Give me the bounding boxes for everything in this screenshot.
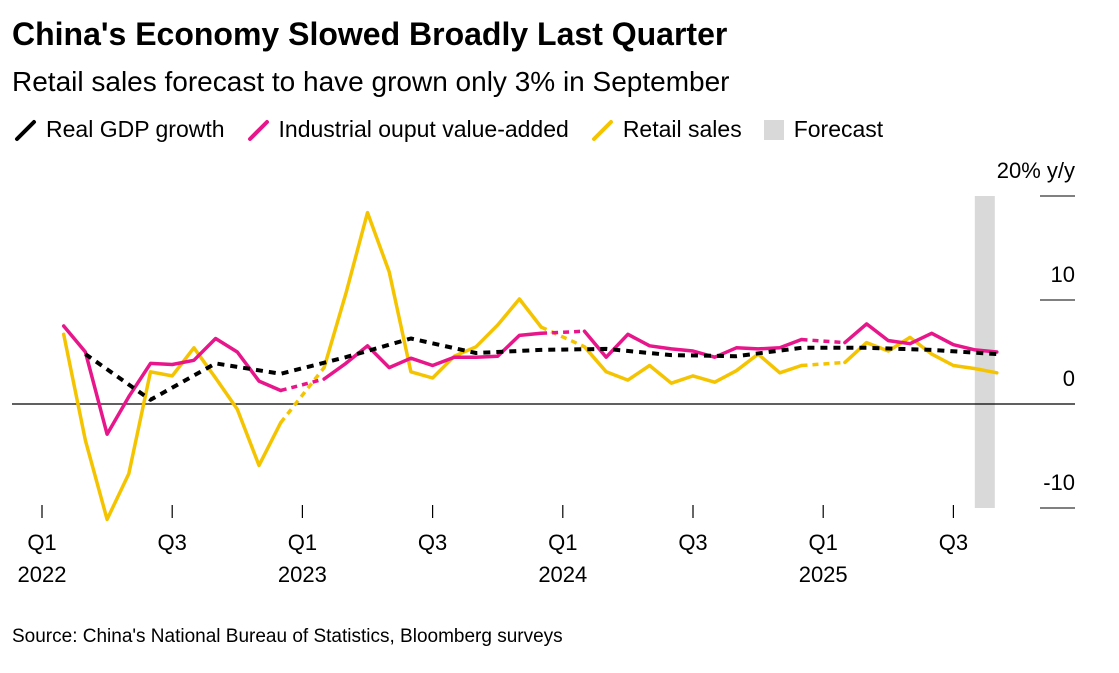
gap-bridge	[801, 337, 846, 345]
legend: Real GDP growth Industrial ouput value-ad…	[14, 116, 905, 143]
y-tick-label: 10	[1051, 262, 1075, 287]
source-note: Source: China's National Bureau of Stati…	[12, 626, 563, 647]
x-tick-label: Q3	[417, 530, 448, 555]
gap-bridge	[801, 360, 846, 368]
gap-bridge	[280, 377, 325, 393]
x-tick-label: Q3	[938, 530, 969, 555]
legend-item: Forecast	[763, 116, 884, 143]
legend-swatch	[591, 119, 613, 141]
legend-swatch	[15, 119, 36, 141]
x-tick-label: Q3	[678, 530, 708, 555]
legend-item: Real GDP growth	[14, 116, 225, 143]
y-tick-label: 0	[1063, 366, 1075, 391]
legend-swatch	[763, 119, 784, 140]
legend-icon	[247, 119, 269, 141]
x-tick-label: Q1 2024	[538, 530, 588, 587]
legend-icon	[591, 119, 613, 141]
x-tick-label: Q1 2025	[798, 530, 848, 587]
x-tick-label: Q1 2023	[277, 530, 327, 587]
line-0	[84, 336, 997, 402]
chart-title: China's Economy Slowed Broadly Last Quar…	[12, 16, 728, 52]
legend-icon	[763, 119, 784, 140]
legend-label: Forecast	[793, 116, 884, 142]
line-1	[61, 322, 999, 436]
y-tick-label: -10	[1043, 470, 1075, 495]
legend-label: Real GDP growth	[46, 116, 225, 142]
gap-bridge	[541, 329, 585, 336]
legend-icon	[15, 119, 36, 141]
legend-label: Industrial ouput value-added	[278, 116, 569, 142]
legend-label: Retail sales	[622, 116, 742, 142]
line-2	[61, 210, 999, 522]
x-tick-label: Q3	[157, 530, 187, 555]
legend-item: Retail sales	[591, 116, 742, 143]
y-tick-label: 20% y/y	[997, 158, 1075, 183]
x-tick-label: Q1 2022	[17, 530, 67, 587]
gap-bridge	[279, 366, 326, 424]
legend-swatch	[247, 119, 269, 141]
legend-item: Industrial ouput value-added	[247, 116, 569, 143]
gap-bridge	[540, 325, 586, 349]
chart-subtitle: Retail sales forecast to have grown only…	[12, 66, 730, 97]
